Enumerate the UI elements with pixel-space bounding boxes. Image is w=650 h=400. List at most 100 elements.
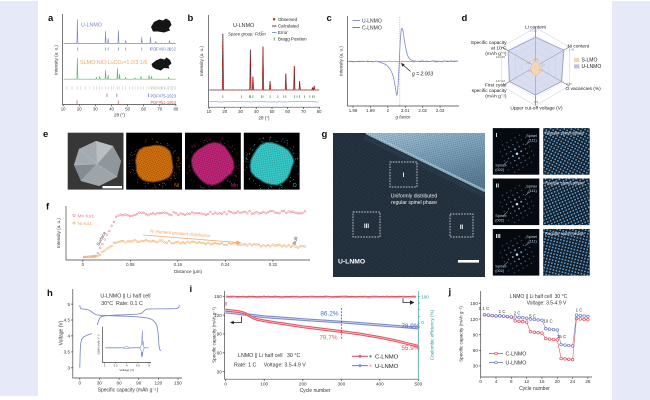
- svg-text:4.5: 4.5: [136, 364, 140, 368]
- svg-text:Distance (μm): Distance (μm): [174, 269, 203, 274]
- svg-text:5: 5: [67, 302, 70, 307]
- svg-text:Observed: Observed: [278, 17, 298, 22]
- svg-text:80: 80: [174, 107, 179, 112]
- svg-text:Error: Error: [278, 30, 288, 35]
- svg-text:PDF#75-1023: PDF#75-1023: [151, 94, 177, 99]
- svg-text:4: 4: [126, 364, 128, 368]
- svg-text:U-LNMO || Li half cell: U-LNMO || Li half cell: [100, 294, 150, 300]
- svg-text:30: 30: [238, 109, 243, 114]
- svg-text:8: 8: [510, 379, 513, 384]
- svg-text:Intensity (a. u.): Intensity (a. u.): [199, 46, 204, 76]
- svg-text:Spinel: Spinel: [495, 214, 506, 218]
- svg-text:28: 28: [585, 379, 591, 384]
- svg-text:1.49: 1.49: [569, 48, 575, 52]
- svg-text:4.5: 4.5: [64, 318, 71, 323]
- svg-text:a: a: [48, 13, 54, 24]
- svg-text:0: 0: [224, 382, 227, 387]
- svg-text:500: 500: [415, 382, 423, 387]
- svg-text:(002): (002): [495, 219, 505, 223]
- svg-text:120: 120: [470, 317, 478, 322]
- svg-text:123.35: 123.35: [496, 55, 506, 59]
- svg-text:20: 20: [555, 379, 561, 384]
- svg-text:Specific capacity (mAh g⁻¹): Specific capacity (mAh g⁻¹): [98, 387, 159, 393]
- svg-text:U-LNMO: U-LNMO: [338, 259, 365, 266]
- svg-text:2: 2: [387, 108, 390, 113]
- svg-text:Voltage (V): Voltage (V): [119, 368, 134, 372]
- svg-text:60: 60: [141, 107, 146, 112]
- svg-text:(002): (002): [495, 269, 505, 273]
- svg-text:1 C: 1 C: [499, 309, 506, 314]
- svg-text:Regular spinel phase: Regular spinel phase: [545, 181, 585, 186]
- svg-text:Space group: Fd3̅m: Space group: Fd3̅m: [228, 32, 266, 37]
- svg-text:U-LNMO: U-LNMO: [362, 18, 382, 24]
- svg-text:50: 50: [125, 107, 130, 112]
- svg-text:86.2%: 86.2%: [320, 311, 338, 318]
- svg-text:20: 20: [77, 107, 82, 112]
- svg-text:4: 4: [67, 334, 70, 339]
- svg-text:70: 70: [301, 109, 306, 114]
- svg-text:(111): (111): [528, 189, 537, 193]
- svg-text:3.5: 3.5: [64, 350, 71, 355]
- svg-text:30: 30: [473, 364, 479, 369]
- svg-text:g: g: [322, 129, 328, 140]
- svg-text:Specific capacity (mAh g⁻¹): Specific capacity (mAh g⁻¹): [212, 307, 217, 363]
- svg-text:30°C Rate: 0.1 C: 30°C Rate: 0.1 C: [101, 301, 143, 307]
- svg-text:g = 2.003: g = 2.003: [412, 72, 433, 78]
- svg-text:Intensity (a. u.): Intensity (a. u.): [54, 45, 59, 75]
- svg-text:60: 60: [473, 348, 479, 353]
- svg-text:(mAh g⁻¹): (mAh g⁻¹): [485, 94, 507, 100]
- svg-text:90: 90: [217, 332, 223, 337]
- svg-text:2.02: 2.02: [418, 108, 427, 113]
- svg-text:0.32: 0.32: [269, 262, 278, 267]
- svg-text:I: I: [496, 133, 498, 139]
- svg-text:30: 30: [97, 380, 103, 385]
- svg-text:b: b: [188, 13, 194, 24]
- svg-text:10: 10: [61, 107, 66, 112]
- svg-text:1 C: 1 C: [576, 308, 583, 313]
- svg-text:Spinel: Spinel: [495, 164, 506, 168]
- svg-text:O vacancies (%): O vacancies (%): [566, 86, 602, 92]
- svg-text:PDF#87-0729: PDF#87-0729: [151, 86, 177, 91]
- svg-text:55.9%: 55.9%: [401, 345, 419, 352]
- svg-text:h: h: [47, 288, 53, 299]
- svg-text:120: 120: [214, 313, 222, 318]
- svg-text:specific capacity: specific capacity: [472, 88, 508, 94]
- svg-text:10: 10: [207, 109, 212, 114]
- svg-text:70: 70: [157, 107, 162, 112]
- svg-text:S-LMO: S-LMO: [582, 57, 598, 63]
- svg-text:Specific capacity (mAh g⁻¹): Specific capacity (mAh g⁻¹): [459, 306, 464, 362]
- svg-text:C-LNMO: C-LNMO: [506, 352, 527, 358]
- svg-text:0: 0: [479, 379, 482, 384]
- svg-text:150: 150: [470, 301, 478, 306]
- svg-text:79.7%: 79.7%: [319, 335, 337, 342]
- svg-text:3.5: 3.5: [114, 364, 118, 368]
- svg-text:60: 60: [117, 380, 123, 385]
- svg-text:III: III: [496, 234, 501, 240]
- svg-text:16: 16: [539, 379, 545, 384]
- svg-text:Regular spinel phase: Regular spinel phase: [545, 231, 585, 236]
- svg-text:PDF#51-1953: PDF#51-1953: [151, 100, 177, 105]
- svg-text:2.03: 2.03: [436, 108, 445, 113]
- svg-text:2θ (°): 2θ (°): [114, 113, 126, 118]
- svg-text:100: 100: [421, 294, 429, 299]
- svg-text:24: 24: [570, 379, 576, 384]
- svg-text:LNMO || Li half cell 30 °C: LNMO || Li half cell 30 °C: [510, 294, 568, 300]
- svg-text:Calculated: Calculated: [278, 24, 299, 29]
- svg-text:5: 5: [148, 364, 150, 368]
- svg-text:Cycle number: Cycle number: [519, 386, 550, 392]
- svg-text:30: 30: [217, 369, 223, 374]
- svg-text:Mn: Mn: [231, 183, 238, 189]
- svg-text:Intensity (a. u.): Intensity (a. u.): [56, 218, 61, 248]
- svg-text:60: 60: [285, 109, 290, 114]
- svg-text:2.01: 2.01: [401, 108, 410, 113]
- svg-text:0.5: 0.5: [528, 69, 532, 73]
- svg-text:i: i: [190, 284, 193, 295]
- svg-text:100: 100: [260, 382, 268, 387]
- svg-text:40: 40: [254, 109, 259, 114]
- svg-text:15 C: 15 C: [557, 334, 566, 339]
- svg-text:U-LNMO: U-LNMO: [375, 364, 399, 370]
- svg-text:Intensity (a. u.): Intensity (a. u.): [339, 46, 344, 76]
- svg-text:40: 40: [109, 107, 114, 112]
- svg-text:d: d: [462, 13, 468, 24]
- svg-text:113: 113: [526, 61, 531, 65]
